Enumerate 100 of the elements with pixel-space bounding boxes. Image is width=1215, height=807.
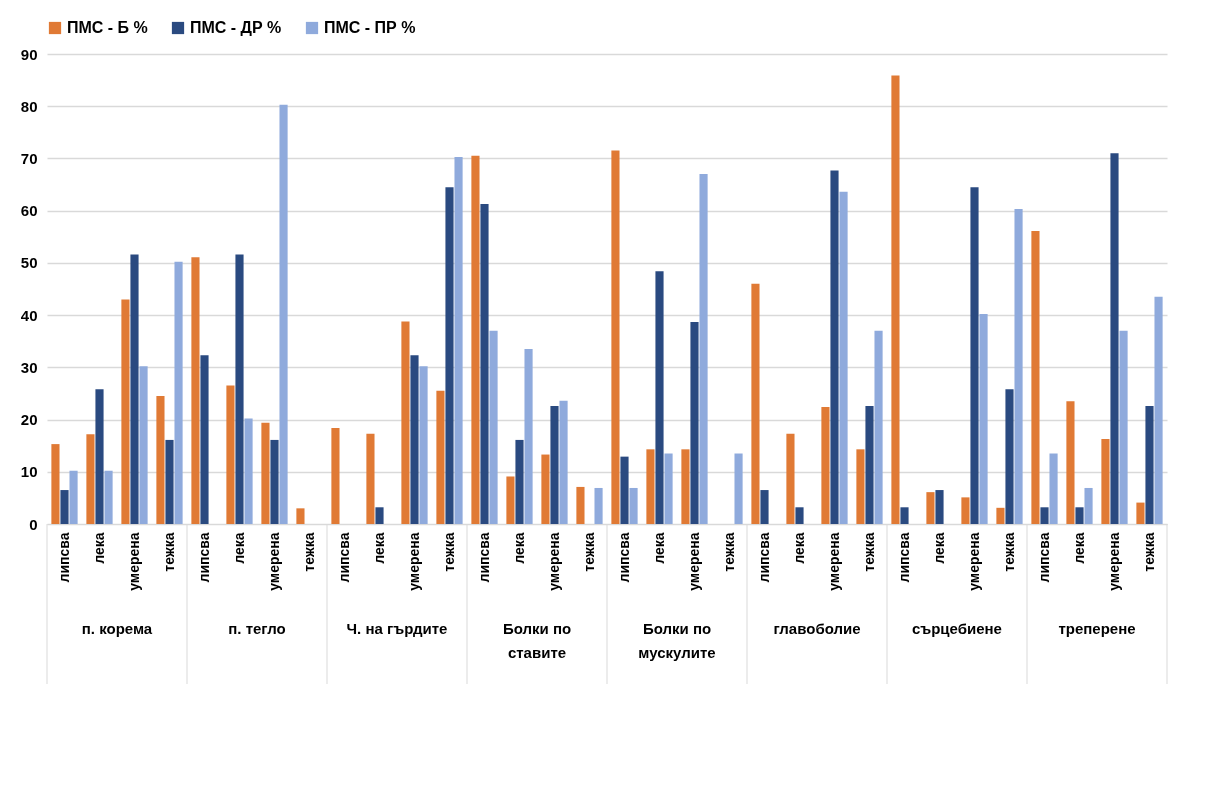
- bar: [200, 355, 209, 524]
- y-tick-label: 20: [20, 411, 38, 429]
- bar: [550, 405, 559, 524]
- x-tick-label: лека: [510, 532, 527, 564]
- bar: [751, 283, 760, 524]
- x-tick-label: умерена: [1105, 532, 1122, 591]
- bar: [156, 396, 165, 524]
- bar: [786, 433, 795, 524]
- bar: [1014, 209, 1023, 524]
- legend-label: ПМС - Б %: [67, 19, 148, 36]
- bar: [410, 355, 419, 524]
- bar: [620, 456, 629, 524]
- bar: [296, 508, 305, 524]
- legend-label: ПМС - ПР %: [324, 19, 416, 36]
- bar: [1136, 502, 1145, 524]
- y-tick-label: 50: [20, 254, 38, 272]
- bar: [436, 390, 445, 524]
- y-tick-label: 10: [20, 463, 38, 481]
- bar: [244, 418, 253, 524]
- bar: [270, 439, 279, 524]
- bar: [821, 407, 830, 524]
- x-tick-label: липсва: [475, 532, 492, 583]
- y-tick-label: 90: [20, 45, 38, 63]
- bar: [1101, 438, 1110, 524]
- legend-label: ПМС - ДР %: [190, 19, 282, 36]
- bar: [69, 470, 78, 524]
- bar: [830, 170, 839, 524]
- bar: [454, 156, 463, 524]
- x-tick-label: лека: [790, 532, 807, 564]
- bar: [576, 486, 585, 524]
- text: сърцебиене: [912, 620, 1002, 637]
- bar: [979, 314, 988, 524]
- y-tick-label: 60: [20, 202, 38, 220]
- bar: [1005, 389, 1014, 524]
- bar: [235, 254, 244, 524]
- bar: [690, 321, 699, 524]
- bar: [900, 507, 909, 524]
- bar: [856, 449, 865, 524]
- x-tick-label: тежка: [580, 532, 597, 572]
- bar: [1066, 401, 1075, 524]
- bar: [760, 490, 769, 524]
- bar: [419, 366, 428, 524]
- bar: [139, 366, 148, 524]
- text: Болки по мускулите: [638, 620, 716, 661]
- bar: [1154, 296, 1163, 524]
- bar: [1110, 153, 1119, 524]
- bar: [86, 434, 95, 524]
- x-tick-label: умерена: [545, 532, 562, 591]
- bar: [961, 497, 970, 524]
- bar: [174, 261, 183, 524]
- text: п. корема: [81, 620, 153, 637]
- bar: [839, 191, 848, 524]
- x-tick-label: тежка: [160, 532, 177, 572]
- bar: [1031, 231, 1040, 524]
- x-tick-label: липсва: [335, 532, 352, 583]
- y-tick-label: 30: [20, 358, 38, 376]
- bar: [104, 470, 113, 524]
- bar: [506, 476, 515, 524]
- bar: [664, 453, 673, 524]
- bar: [515, 439, 524, 524]
- bar: [1040, 507, 1049, 524]
- bar: [1145, 405, 1154, 524]
- x-tick-label: тежка: [1000, 532, 1017, 572]
- bar: [996, 507, 1005, 524]
- bar: [261, 422, 270, 524]
- bar: [401, 321, 410, 524]
- x-tick-label: липсва: [195, 532, 212, 583]
- y-tick-label: 0: [29, 515, 38, 533]
- bar: [471, 155, 480, 524]
- x-tick-label: умерена: [825, 532, 842, 591]
- bar: [95, 389, 104, 524]
- y-tick-label: 40: [20, 306, 38, 324]
- bar: [594, 487, 603, 524]
- bar: [331, 427, 340, 524]
- x-tick-label: лека: [90, 532, 107, 564]
- bar: [541, 454, 550, 524]
- x-tick-label: тежка: [1140, 532, 1157, 572]
- bar: [681, 449, 690, 524]
- bar: [524, 349, 533, 524]
- bar: [1084, 487, 1093, 524]
- bar: [1075, 507, 1084, 524]
- x-tick-label: лека: [650, 532, 667, 564]
- bar: [646, 449, 655, 524]
- x-tick-label: лека: [370, 532, 387, 564]
- bar: [926, 492, 935, 524]
- bar: [874, 330, 883, 524]
- x-tick-label: умерена: [965, 532, 982, 591]
- bar: [795, 507, 804, 524]
- x-tick-label: лека: [930, 532, 947, 564]
- x-tick-label: тежка: [440, 532, 457, 572]
- text: главоболие: [773, 620, 861, 637]
- bar: [655, 271, 664, 524]
- bar: [611, 150, 620, 524]
- bar: [734, 453, 743, 524]
- x-tick-label: умерена: [265, 532, 282, 591]
- x-tick-label: умерена: [685, 532, 702, 591]
- bar: [165, 439, 174, 524]
- bar: [1119, 330, 1128, 524]
- bar: [51, 444, 60, 524]
- bar: [935, 490, 944, 524]
